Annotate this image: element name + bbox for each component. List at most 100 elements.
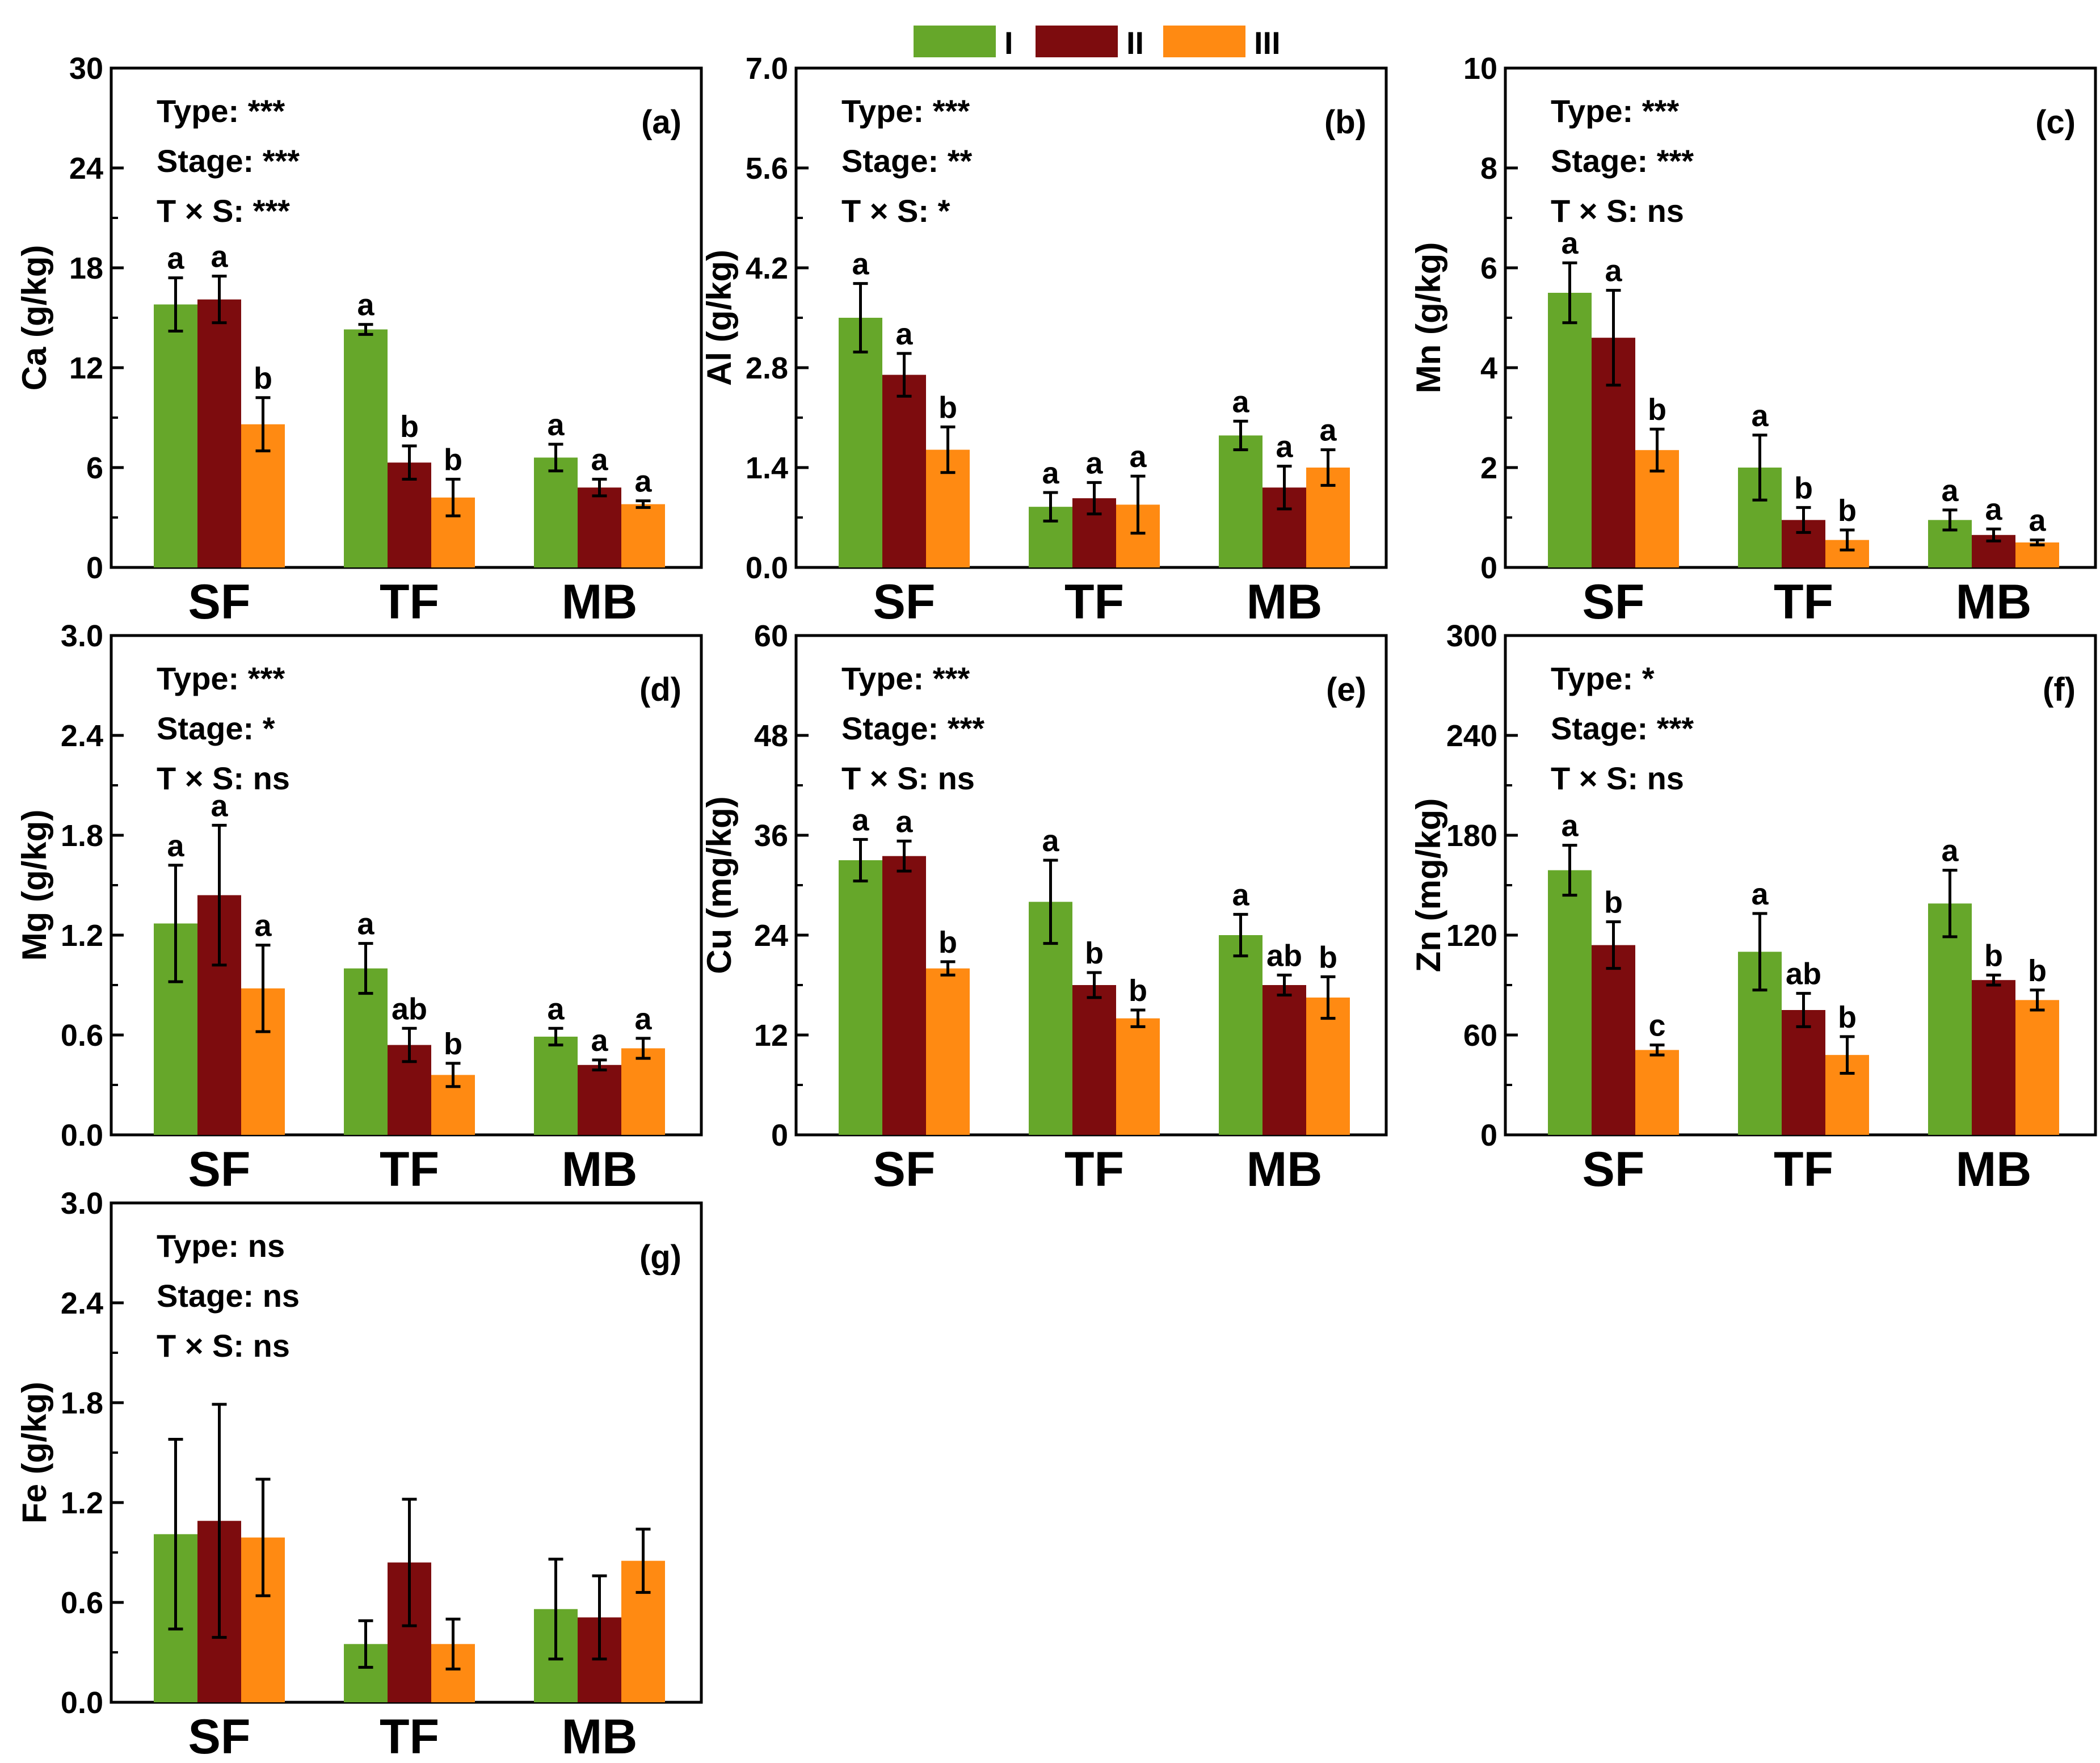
significance-letter: b xyxy=(1648,393,1666,427)
significance-letter: b xyxy=(1794,471,1813,505)
y-tick-label: 120 xyxy=(1446,919,1497,953)
bar-sf-ii xyxy=(1592,945,1635,1135)
y-tick-label: 60 xyxy=(754,619,788,653)
panel-letter: (e) xyxy=(1326,671,1366,708)
significance-letter: a xyxy=(1276,430,1293,464)
significance-letter: b xyxy=(1838,494,1857,528)
x-category-label: MB xyxy=(1956,1142,2032,1197)
stat-text: Type: ns xyxy=(157,1228,285,1264)
y-tick-label: 1.2 xyxy=(61,919,103,953)
y-tick-label: 5.6 xyxy=(746,152,788,186)
significance-letter: a xyxy=(1561,809,1579,843)
legend-label: I xyxy=(1004,25,1013,61)
y-axis-label: Mg (g/kg) xyxy=(15,810,53,961)
stat-text: T × S: ns xyxy=(841,760,975,796)
stat-text: Stage: * xyxy=(157,710,275,746)
bar-mb-i xyxy=(1928,903,1972,1135)
stat-text: T × S: *** xyxy=(157,193,290,229)
stat-text: T × S: ns xyxy=(157,1328,290,1364)
y-tick-label: 4.2 xyxy=(746,251,788,285)
y-tick-label: 2.8 xyxy=(746,351,788,385)
bar-mb-iii xyxy=(2015,1000,2059,1135)
y-tick-label: 0 xyxy=(86,551,103,585)
legend-swatch-iii xyxy=(1163,26,1245,57)
panel-letter: (f) xyxy=(2043,671,2076,708)
significance-letter: ab xyxy=(1786,957,1821,991)
significance-letter: a xyxy=(1232,385,1249,419)
panel-letter: (g) xyxy=(639,1239,681,1276)
stat-text: Stage: *** xyxy=(157,143,300,179)
x-category-label: SF xyxy=(188,1710,251,1763)
y-tick-label: 3.0 xyxy=(61,1186,103,1221)
significance-letter: b xyxy=(1838,1000,1857,1034)
y-tick-label: 1.8 xyxy=(61,819,103,853)
x-category-label: MB xyxy=(1247,1142,1323,1197)
bar-sf-i xyxy=(1548,293,1592,567)
significance-letter: b xyxy=(1129,974,1147,1008)
significance-letter: b xyxy=(444,1027,462,1061)
stat-text: T × S: ns xyxy=(157,760,290,796)
significance-letter: a xyxy=(1042,824,1059,858)
y-tick-label: 24 xyxy=(69,152,103,186)
y-tick-label: 6 xyxy=(86,451,103,485)
stat-text: Type: * xyxy=(1551,660,1655,696)
x-category-label: TF xyxy=(1774,575,1833,629)
x-category-label: MB xyxy=(562,1142,638,1197)
bar-mb-ii xyxy=(578,1064,621,1135)
y-tick-label: 0 xyxy=(1480,1118,1497,1152)
significance-letter: a xyxy=(852,247,869,281)
significance-letter: b xyxy=(1085,936,1104,970)
significance-letter: ab xyxy=(1266,939,1302,973)
significance-letter: a xyxy=(547,992,565,1026)
significance-letter: a xyxy=(167,242,184,276)
bar-sf-iii xyxy=(926,968,970,1135)
bar-mb-i xyxy=(1219,935,1262,1135)
panel-letter: (b) xyxy=(1324,104,1366,141)
significance-letter: a xyxy=(1941,834,1959,868)
y-tick-label: 2.4 xyxy=(61,1286,103,1320)
significance-letter: a xyxy=(357,907,374,941)
significance-letter: a xyxy=(1751,399,1769,433)
bar-mb-ii xyxy=(578,487,621,567)
y-tick-label: 30 xyxy=(69,52,103,86)
stat-text: T × S: ns xyxy=(1551,193,1684,229)
y-tick-label: 4 xyxy=(1480,351,1497,385)
significance-letter: a xyxy=(254,909,272,943)
x-category-label: TF xyxy=(380,575,439,629)
y-tick-label: 1.8 xyxy=(61,1386,103,1420)
y-tick-label: 18 xyxy=(69,251,103,285)
y-tick-label: 0 xyxy=(1480,551,1497,585)
significance-letter: a xyxy=(852,803,869,837)
significance-letter: b xyxy=(400,410,419,444)
panel-letter: (d) xyxy=(639,671,681,708)
bar-mb-ii xyxy=(1972,980,2015,1135)
y-axis-label: Ca (g/kg) xyxy=(15,245,53,391)
bar-sf-ii xyxy=(882,856,926,1135)
significance-letter: a xyxy=(167,829,184,863)
stat-text: Stage: *** xyxy=(841,710,984,746)
stat-text: Stage: *** xyxy=(1551,143,1694,179)
y-tick-label: 0.6 xyxy=(61,1019,103,1053)
x-category-label: SF xyxy=(188,1142,251,1197)
legend-swatch-ii xyxy=(1036,26,1118,57)
stat-text: Stage: ns xyxy=(157,1278,300,1314)
significance-letter: ab xyxy=(392,992,427,1026)
x-category-label: SF xyxy=(873,575,936,629)
bar-mb-iii xyxy=(1306,998,1350,1135)
significance-letter: b xyxy=(2028,954,2047,988)
bar-mb-iii xyxy=(2015,542,2059,567)
significance-letter: a xyxy=(1985,493,2002,527)
x-category-label: MB xyxy=(562,1710,638,1763)
significance-letter: a xyxy=(1561,226,1579,260)
y-tick-label: 300 xyxy=(1446,619,1497,653)
y-tick-label: 8 xyxy=(1480,152,1497,186)
stat-text: Type: *** xyxy=(157,660,285,696)
stat-text: Stage: ** xyxy=(841,143,972,179)
y-tick-label: 0.0 xyxy=(61,1686,103,1720)
stat-text: T × S: * xyxy=(841,193,950,229)
significance-letter: c xyxy=(1648,1009,1665,1043)
bar-tf-iii xyxy=(1116,1018,1160,1135)
significance-letter: a xyxy=(1319,414,1337,448)
stat-text: Stage: *** xyxy=(1551,710,1694,746)
panel-g: 0.0 0.6 1.2 1.8 2.4 3.0 Fe (g/kg) (g) Type: ns St… xyxy=(15,1186,703,1763)
